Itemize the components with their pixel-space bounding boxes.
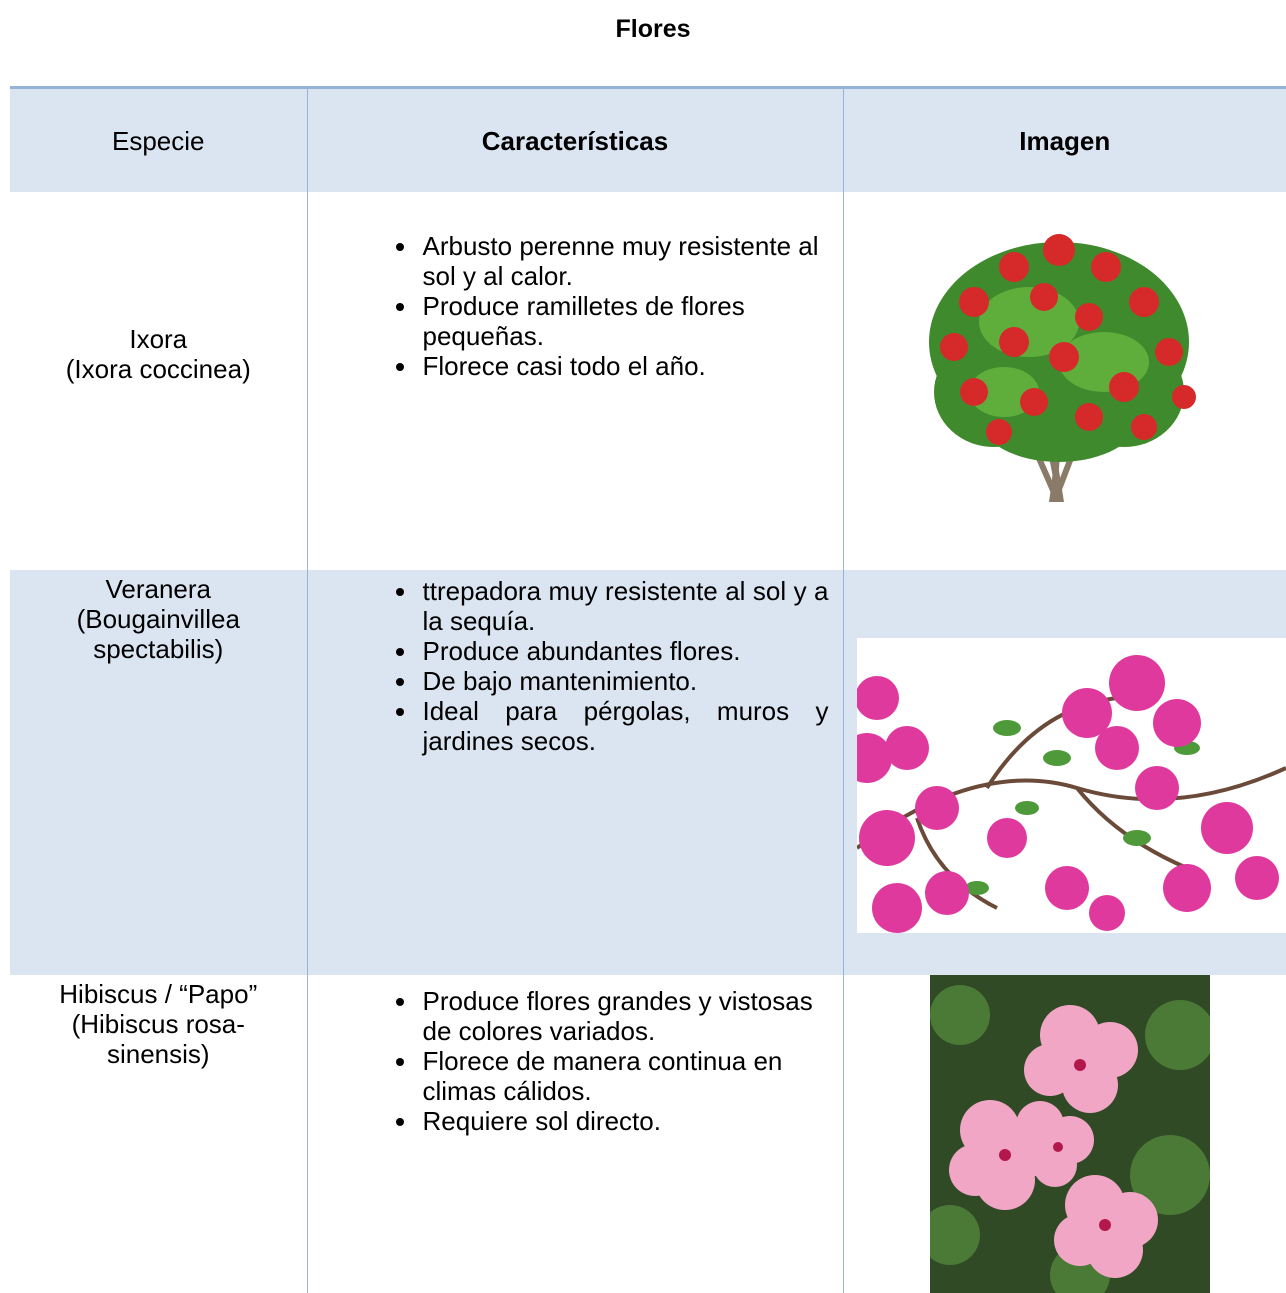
species-name: Hibiscus / “Papo” — [59, 979, 258, 1009]
feature: Florece de manera continua en climas cál… — [419, 1046, 829, 1106]
features-list: Produce flores grandes y vistosas de col… — [308, 986, 829, 1136]
image-cell — [842, 975, 1286, 1293]
feature: Requiere sol directo. — [419, 1106, 829, 1136]
feature: Arbusto perenne muy resistente al sol y … — [419, 231, 829, 291]
row: Ixora (Ixora coccinea) Arbusto perenne m… — [10, 192, 1286, 570]
species-latin: (Ixora coccinea) — [65, 354, 251, 384]
image-cell — [842, 192, 1286, 570]
features-list: Arbusto perenne muy resistente al sol y … — [308, 231, 829, 381]
species-latin: (Hibiscus rosa-sinensis) — [71, 1009, 245, 1069]
image-cell — [842, 570, 1286, 975]
features-cell: Arbusto perenne muy resistente al sol y … — [306, 192, 843, 570]
header-cell: Especie — [10, 87, 307, 192]
species-name: Ixora — [129, 324, 188, 354]
features-cell: ttrepadora muy resistente al sol y a la … — [306, 570, 843, 975]
header-cell: Características — [306, 87, 843, 192]
feature: ttrepadora muy resistente al sol y a la … — [419, 576, 829, 636]
feature: Produce abundantes flores. — [419, 636, 829, 666]
header-row: Especie Características Imagen — [10, 87, 1286, 192]
flower-table: Especie Características Imagen Ixora (Ix… — [10, 86, 1286, 1293]
species-latin: (Bougainvillea spectabilis) — [76, 604, 240, 664]
feature: De bajo mantenimiento. — [419, 666, 829, 696]
row: Hibiscus / “Papo” (Hibiscus rosa-sinensi… — [10, 975, 1286, 1293]
row: Veranera (Bougainvillea spectabilis) ttr… — [10, 570, 1286, 975]
species-cell: Veranera (Bougainvillea spectabilis) — [10, 570, 307, 975]
species-cell: Ixora (Ixora coccinea) — [10, 192, 307, 570]
features-cell: Produce flores grandes y vistosas de col… — [306, 975, 843, 1293]
title: Flores — [615, 15, 691, 43]
features-list: ttrepadora muy resistente al sol y a la … — [308, 576, 829, 756]
ixora-image — [928, 234, 1196, 502]
feature: Produce ramilletes de flores pequeñas. — [419, 291, 829, 351]
header-cell: Imagen — [842, 87, 1286, 192]
bougainvillea-image — [856, 638, 1286, 933]
feature: Produce flores grandes y vistosas de col… — [419, 986, 829, 1046]
hibiscus-image — [929, 975, 1210, 1293]
species-name: Veranera — [105, 574, 212, 604]
feature: Florece casi todo el año. — [419, 351, 829, 381]
feature: Ideal para pérgolas, muros y jardines se… — [419, 696, 829, 756]
species-cell: Hibiscus / “Papo” (Hibiscus rosa-sinensi… — [10, 975, 307, 1293]
